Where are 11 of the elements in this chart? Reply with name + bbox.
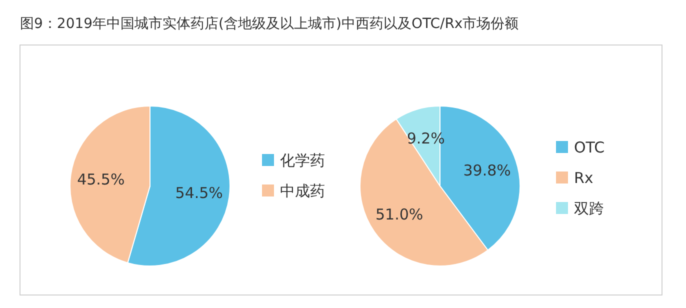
data-label: 39.8% (463, 162, 511, 180)
data-label: 54.5% (175, 184, 223, 202)
legend-label: OTC (574, 138, 605, 156)
data-label: 9.2% (406, 130, 445, 148)
data-label: 51.0% (376, 206, 424, 224)
legend-label: Rx (574, 168, 594, 187)
legend-label: 化学药 (280, 151, 325, 170)
legend-label: 双跨 (574, 199, 604, 218)
data-label: 45.5% (77, 170, 125, 188)
legend-label: 中成药 (280, 182, 325, 200)
chart-title: 图9：2019年中国城市实体药店(含地级及以上城市)中西药以及OTC/Rx市场份额 (20, 16, 519, 32)
